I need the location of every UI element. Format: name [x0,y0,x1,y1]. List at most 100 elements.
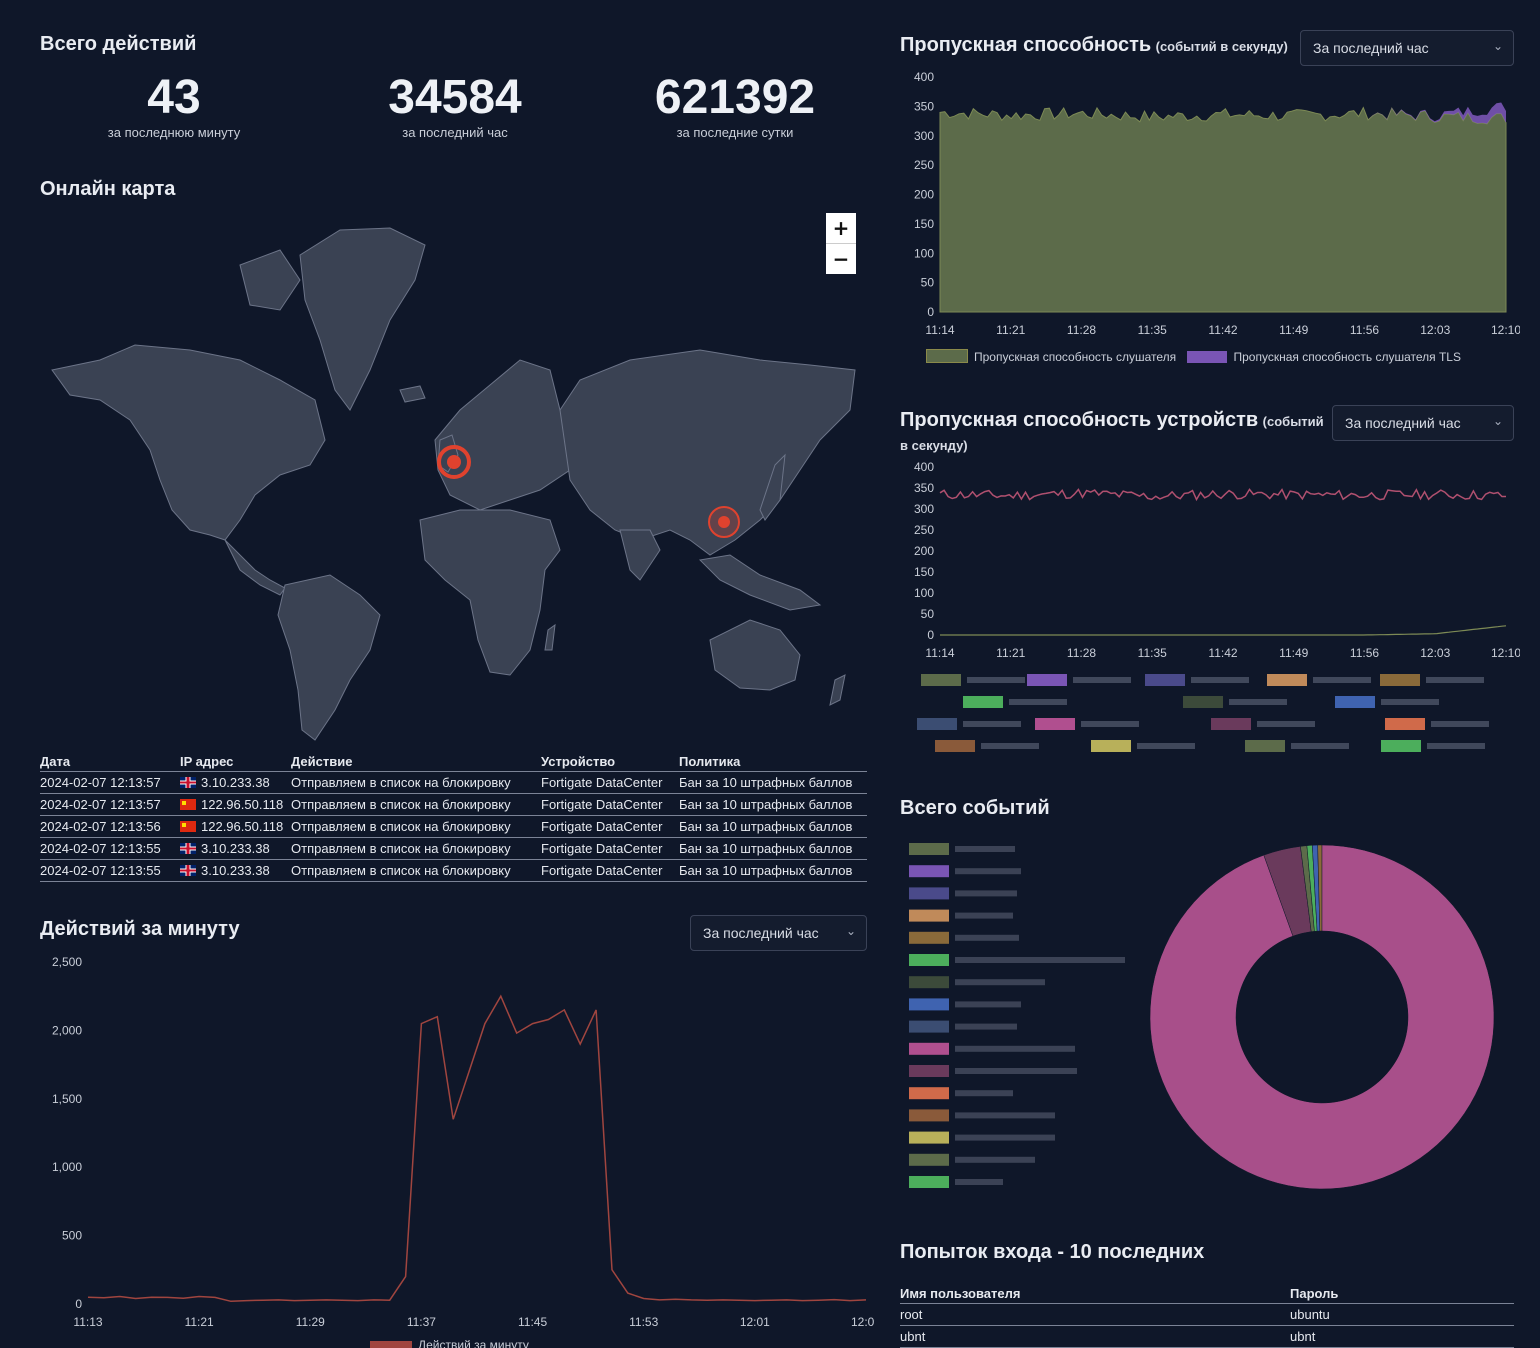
table-row[interactable]: 2024-02-07 12:13:57 3.10.233.38 Отправляем… [40,771,867,794]
x-tick-label: 11:14 [925,323,954,337]
y-tick-label: 2,000 [52,1023,82,1037]
x-tick-label: 12:10 [1491,646,1520,660]
arctic-islands [239,249,301,311]
legend-label: Пропускная способность слушателя [974,350,1177,364]
table-row[interactable]: 2024-02-07 12:13:55 3.10.233.38 Отправляем… [40,859,867,882]
device-throughput-title-wrap: Пропускная способность устройств (событи… [900,408,1330,458]
ip-text: 122.96.50.118 [201,819,284,834]
marker-dot [447,455,461,469]
attack-marker-china[interactable] [708,506,740,538]
y-tick-label: 100 [914,246,934,260]
x-tick-label: 11:42 [1208,646,1237,660]
device-cell: Fortigate DataCenter [541,837,679,860]
x-tick-label: 11:21 [996,323,1025,337]
y-tick-label: 50 [921,607,935,621]
y-tick-label: 350 [914,99,934,113]
stat-value: 621392 [654,71,816,124]
world-map[interactable] [40,210,868,750]
stat-label: за последний час [402,125,508,140]
legend-label: Действий за минуту [418,1338,529,1348]
redacted-label [1426,677,1484,683]
logins-table: Имя пользователя Пароль root ubuntu ubnt… [900,1284,1514,1348]
asia [559,349,856,556]
x-tick-label: 11:53 [629,1315,658,1329]
attack-marker-uk[interactable] [437,445,471,479]
date-cell: 2024-02-07 12:13:55 [40,837,180,860]
password-cell: ubuntu [1290,1303,1514,1326]
username-cell: ubnt [900,1325,1290,1348]
ip-text: 3.10.233.38 [201,863,270,878]
table-header-row: Имя пользователя Пароль [900,1284,1514,1304]
x-tick-label: 11:29 [296,1315,325,1329]
australia [709,619,801,691]
legend-swatch [909,1020,949,1033]
stat-label: за последние сутки [676,125,794,140]
y-tick-label: 50 [921,276,935,290]
x-tick-label: 11:21 [996,646,1025,660]
policy-cell: Бан за 10 штрафных баллов [679,793,867,816]
x-tick-label: 11:28 [1067,323,1096,337]
zoom-out-button[interactable]: − [826,243,856,274]
table-row[interactable]: 2024-02-07 12:13:56 122.96.50.118 Отправля… [40,815,867,838]
device-cell: Fortigate DataCenter [541,815,679,838]
y-tick-label: 150 [914,565,934,579]
redacted-label [955,979,1045,986]
x-tick-label: 11:42 [1208,323,1237,337]
y-tick-label: 400 [914,70,934,84]
table-header-row: Дата IP адрес Действие Устройство Полити… [40,752,867,772]
new-zealand [829,674,846,706]
device-cell: Fortigate DataCenter [541,793,679,816]
redacted-label [955,1112,1055,1119]
ip-text: 122.96.50.118 [201,797,284,812]
legend-swatch [1035,718,1075,730]
table-row[interactable]: root ubuntu [900,1303,1514,1326]
india [619,529,661,581]
zoom-in-button[interactable]: + [826,213,856,243]
x-tick-label: 11:49 [1279,646,1308,660]
table-row[interactable]: ubnt ubnt [900,1325,1514,1348]
north-america [51,344,326,541]
per-minute-chart: 0 500 1,000 1,500 2,000 2,500 11:13 11:21 11:29 1… [52,955,875,1348]
central-america [224,539,286,596]
col-action: Действие [291,752,541,772]
totals-title: Всего действий [40,33,197,55]
redacted-label [1291,743,1349,749]
throughput-chart: 0 50 100 150 200 250 300 350 400 11:14 11:21 11:28 1… [914,70,1520,337]
table-row[interactable]: 2024-02-07 12:13:57 122.96.50.118 Отправля… [40,793,867,816]
donut-slice [1149,844,1495,1190]
legend-swatch [935,740,975,752]
throughput-title: Пропускная способность [900,34,1152,56]
total-events-title: Всего событий [900,797,1050,819]
redacted-label [955,934,1019,941]
china-flag-icon [180,799,196,810]
throughput-period-select[interactable]: За последний час ⌄ [1300,30,1514,66]
per-minute-period-select[interactable]: За последний час ⌄ [690,915,867,951]
device-cell: Fortigate DataCenter [541,771,679,794]
legend-swatch [909,909,949,922]
legend-swatch [1381,740,1421,752]
legend-swatch [1335,696,1375,708]
legend-swatch [1380,674,1420,686]
stat-last-day: 621392 за последние сутки [625,70,845,140]
policy-cell: Бан за 10 штрафных баллов [679,771,867,794]
select-value: За последний час [1345,415,1461,431]
redacted-label [955,890,1017,897]
y-tick-label: 250 [914,158,934,172]
legend-swatch [909,1109,949,1122]
legend-swatch [1385,718,1425,730]
legend-swatch [370,1341,412,1348]
redacted-label [955,868,1021,875]
password-cell: ubnt [1290,1325,1514,1348]
table-row[interactable]: 2024-02-07 12:13:55 3.10.233.38 Отправляем… [40,837,867,860]
y-tick-label: 2,500 [52,955,82,969]
legend-swatch [909,1153,949,1166]
redacted-label [955,1023,1017,1030]
action-cell: Отправляем в список на блокировку [291,815,541,838]
redacted-label [955,1156,1035,1163]
device-throughput-period-select[interactable]: За последний час ⌄ [1332,405,1514,441]
select-value: За последний час [1313,40,1429,56]
col-ip: IP адрес [180,752,291,772]
redacted-label [967,677,1025,683]
redacted-label [1427,743,1485,749]
redacted-label [955,957,1125,963]
